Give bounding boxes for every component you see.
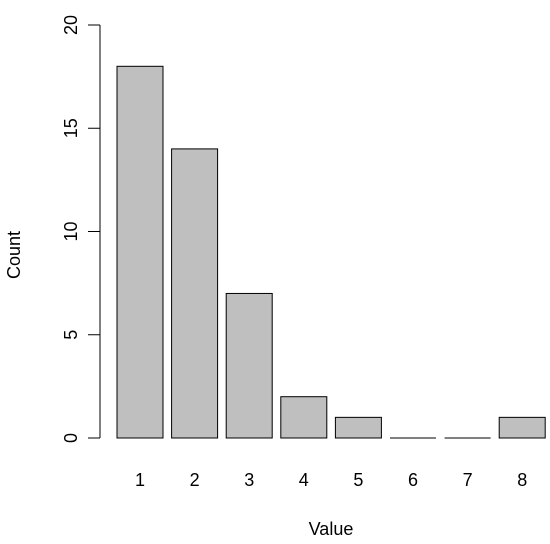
bars-group (116, 65, 546, 439)
y-tick-label: 0 (61, 433, 81, 443)
bar (171, 148, 219, 439)
x-tick-label: 4 (299, 470, 309, 490)
y-axis: 0 5 10 15 20 (61, 15, 101, 443)
x-tick-label: 3 (244, 470, 254, 490)
x-tick-label: 1 (135, 470, 145, 490)
x-tick-label: 2 (190, 470, 200, 490)
x-tick-label: 6 (408, 470, 418, 490)
y-tick-label: 10 (61, 221, 81, 241)
bar (116, 65, 164, 439)
y-tick-label: 5 (61, 330, 81, 340)
y-tick-label: 20 (61, 15, 81, 35)
bar (225, 292, 273, 439)
x-tick-labels: 1 2 3 4 5 6 7 8 (135, 470, 527, 490)
x-tick-label: 5 (353, 470, 363, 490)
x-axis-title: Value (309, 519, 354, 539)
x-tick-label: 8 (517, 470, 527, 490)
y-tick-label: 15 (61, 118, 81, 138)
bar (280, 396, 328, 439)
y-axis-title: Count (4, 231, 24, 279)
bar (498, 416, 546, 439)
x-tick-label: 7 (463, 470, 473, 490)
bar (334, 416, 382, 439)
